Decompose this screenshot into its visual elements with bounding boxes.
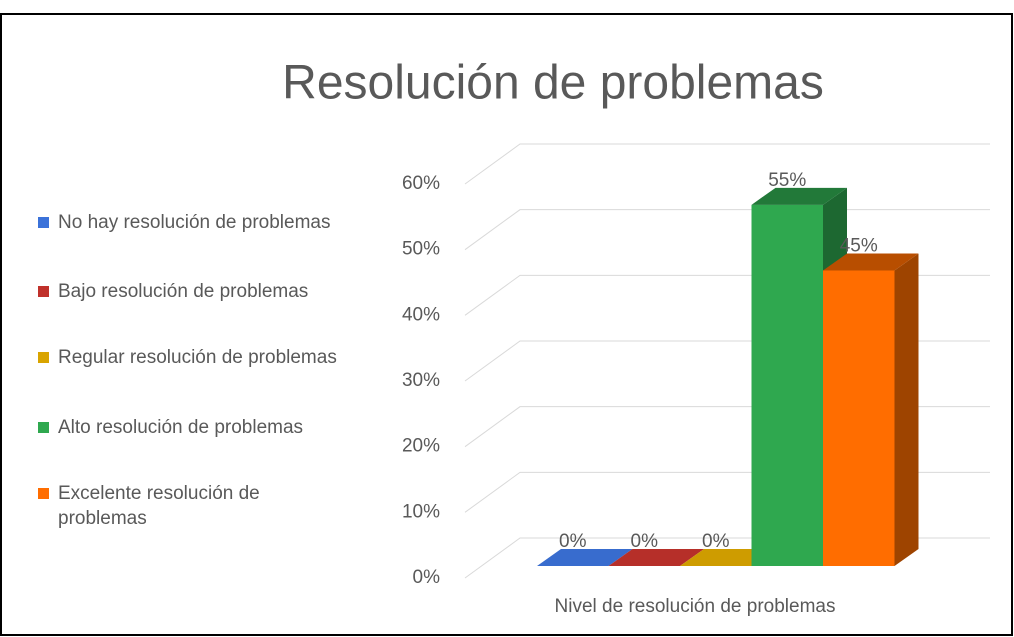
bar-top (608, 549, 704, 566)
y-tick-label: 50% (402, 239, 440, 260)
frame (0, 13, 1013, 636)
bar-top (537, 549, 633, 566)
grid-line (464, 209, 990, 251)
value-label: 55% (768, 170, 806, 191)
value-label: 0% (702, 531, 730, 552)
value-label: 45% (840, 236, 878, 257)
legend-entry: No hay resolución de problemas (38, 210, 368, 235)
value-label: 0% (559, 531, 587, 552)
legend-label: Excelente resolución de problemas (58, 483, 260, 529)
legend-label: Alto resolución de problemas (58, 417, 304, 438)
legend-swatch (38, 422, 49, 433)
legend-entry: Alto resolución de problemas (38, 415, 368, 440)
y-tick-label: 40% (402, 304, 440, 325)
value-label: 0% (631, 531, 659, 552)
bar (608, 549, 704, 566)
bar (823, 253, 919, 566)
bar (537, 549, 633, 566)
legend-label: Bajo resolución de problemas (58, 281, 309, 302)
y-tick-label: 10% (402, 501, 440, 522)
bar-top (823, 253, 919, 271)
bar-side (894, 253, 919, 566)
y-tick-label: 60% (402, 173, 440, 194)
y-tick-label: 0% (413, 567, 441, 588)
legend-swatch (38, 217, 49, 228)
y-tick-label: 20% (402, 436, 440, 457)
legend-entry: Excelente resolución de problemas (38, 481, 368, 531)
legend-label: No hay resolución de problemas (58, 212, 331, 233)
legend-entry: Bajo resolución de problemas (38, 279, 368, 304)
grid-line (464, 143, 990, 185)
bar-front (751, 204, 823, 567)
y-tick-label: 30% (402, 370, 440, 391)
chart-title: Resolución de problemas (282, 57, 824, 110)
bar-front (823, 270, 895, 566)
x-axis-label: Nivel de resolución de problemas (555, 596, 836, 617)
legend-swatch (38, 286, 49, 297)
legend-label: Regular resolución de problemas (58, 347, 337, 368)
legend-swatch (38, 488, 49, 499)
legend-swatch (38, 352, 49, 363)
bar-top (751, 187, 847, 205)
legend-entry: Regular resolución de problemas (38, 345, 368, 370)
